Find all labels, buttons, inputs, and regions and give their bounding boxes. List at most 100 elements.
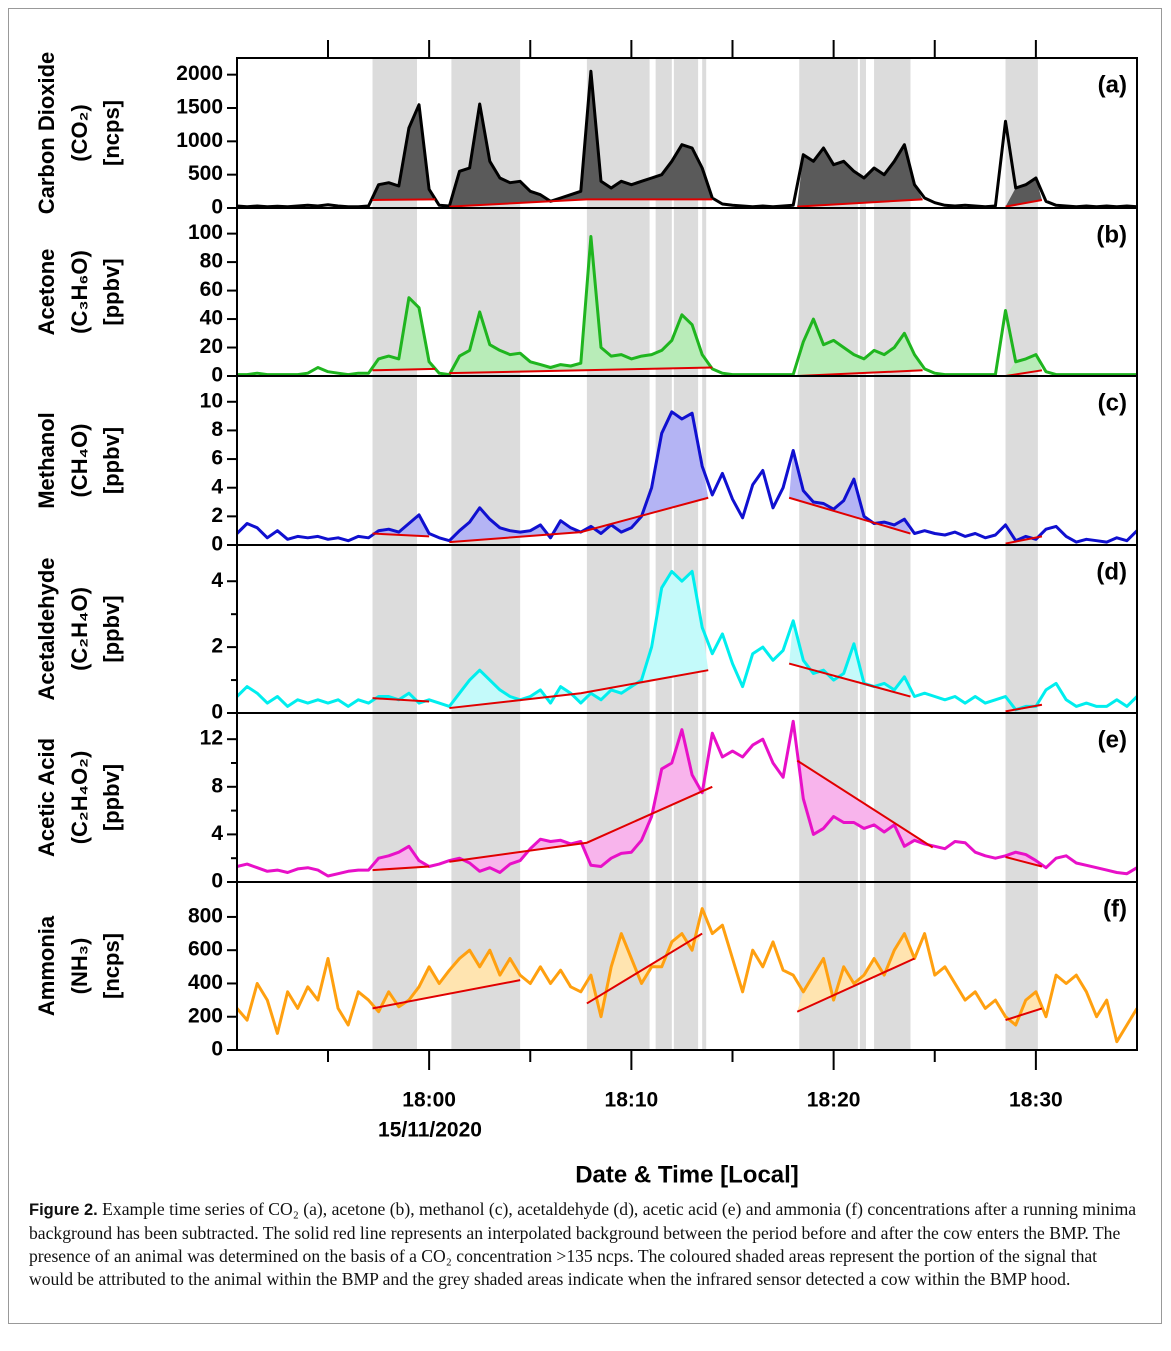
panel-tag: (b) bbox=[1096, 221, 1127, 248]
y-axis-label: (C₂H₄O) bbox=[67, 587, 92, 671]
y-tick-label: 8 bbox=[211, 418, 223, 441]
y-axis-label: [ppbv] bbox=[99, 595, 124, 662]
y-axis-label: (NH₃) bbox=[67, 938, 92, 995]
background-line bbox=[372, 198, 436, 201]
y-axis-label: Acetic Acid bbox=[34, 738, 59, 857]
presence-shade bbox=[1005, 545, 1038, 713]
y-tick-label: 0 bbox=[211, 364, 223, 387]
y-axis-label: Methanol bbox=[34, 412, 59, 509]
presence-shade bbox=[655, 882, 672, 1050]
panel-tag: (d) bbox=[1096, 558, 1127, 585]
presence-shade bbox=[859, 208, 866, 376]
background-line bbox=[372, 532, 430, 538]
background-line bbox=[449, 669, 709, 710]
y-tick-label: 2 bbox=[211, 504, 223, 527]
presence-shade bbox=[372, 882, 417, 1050]
y-tick-label: 12 bbox=[200, 727, 223, 750]
y-axis-label: (CO₂) bbox=[67, 104, 92, 161]
background-line bbox=[449, 198, 713, 208]
signal-fill bbox=[372, 950, 521, 1012]
y-axis-label: (C₂H₄O₂) bbox=[67, 751, 92, 845]
background-line bbox=[372, 367, 436, 372]
presence-shade bbox=[859, 58, 866, 208]
y-tick-label: 0 bbox=[211, 870, 223, 893]
signal-fill bbox=[449, 411, 709, 543]
presence-shade bbox=[702, 58, 707, 208]
y-axis-label: Carbon Dioxide bbox=[34, 52, 59, 215]
presence-shade bbox=[702, 882, 707, 1050]
background-line bbox=[788, 662, 911, 698]
series-line bbox=[237, 235, 1137, 377]
background-line bbox=[1005, 856, 1043, 868]
y-axis-label: (C₃H₆O) bbox=[67, 250, 92, 334]
series-line bbox=[235, 569, 1139, 712]
signal-fill bbox=[789, 450, 911, 534]
presence-shade bbox=[799, 376, 858, 545]
background-line bbox=[586, 932, 703, 1005]
x-tick-label: 18:00 bbox=[402, 1089, 456, 1112]
y-tick-label: 2 bbox=[211, 635, 223, 658]
y-axis-label: [ncps] bbox=[99, 933, 124, 999]
panel-tag: (f) bbox=[1103, 895, 1127, 922]
presence-shade bbox=[673, 882, 699, 1050]
signal-fill bbox=[372, 846, 430, 871]
presence-shade bbox=[874, 376, 911, 545]
y-axis-label: Acetaldehyde bbox=[34, 557, 59, 700]
background-line bbox=[796, 957, 915, 1013]
signal-fill bbox=[449, 236, 713, 374]
presence-shade bbox=[1005, 376, 1038, 545]
background-line bbox=[1005, 703, 1043, 713]
background-line bbox=[449, 785, 713, 863]
signal-fill bbox=[1005, 852, 1042, 867]
background-line bbox=[797, 198, 923, 208]
y-tick-label: 100 bbox=[188, 221, 223, 244]
caption-label: Figure 2. bbox=[29, 1201, 98, 1219]
background-line bbox=[372, 697, 430, 703]
x-tick-label: 18:30 bbox=[1009, 1089, 1063, 1112]
chart: Date & Time [Local] 15/11/2020 050010001… bbox=[34, 40, 1139, 1188]
presence-shade bbox=[859, 713, 866, 882]
series-line bbox=[236, 69, 1138, 209]
presence-shade bbox=[586, 545, 650, 713]
y-tick-label: 200 bbox=[188, 1004, 223, 1027]
caption: Figure 2. Example time series of CO₂ (a)… bbox=[29, 1198, 1141, 1291]
y-tick-label: 60 bbox=[200, 278, 223, 301]
y-tick-label: 80 bbox=[200, 250, 223, 273]
panel-tag: (a) bbox=[1098, 71, 1127, 98]
y-tick-label: 0 bbox=[211, 701, 223, 724]
y-axis-label: (CH₄O) bbox=[67, 423, 92, 497]
presence-shade bbox=[859, 882, 866, 1050]
y-tick-label: 20 bbox=[200, 335, 223, 358]
y-tick-label: 4 bbox=[211, 569, 223, 592]
y-tick-label: 1500 bbox=[176, 96, 223, 119]
y-tick-label: 400 bbox=[188, 971, 223, 994]
series-line bbox=[235, 410, 1139, 544]
x-axis-label: Date & Time [Local] bbox=[575, 1161, 799, 1188]
y-tick-label: 0 bbox=[211, 533, 223, 556]
y-tick-label: 0 bbox=[211, 1038, 223, 1061]
y-axis-label: Ammonia bbox=[34, 915, 59, 1016]
background-line bbox=[1005, 535, 1043, 545]
panel-frame bbox=[236, 881, 1138, 1051]
signal-fill bbox=[1005, 178, 1042, 207]
y-axis-label: [ppbv] bbox=[99, 427, 124, 494]
y-axis-label: Acetone bbox=[34, 249, 59, 336]
presence-shade bbox=[859, 545, 866, 713]
y-tick-label: 500 bbox=[188, 162, 223, 185]
presence-shade bbox=[372, 376, 417, 545]
y-tick-label: 600 bbox=[188, 938, 223, 961]
y-tick-label: 0 bbox=[211, 196, 223, 219]
presence-shade bbox=[372, 545, 417, 713]
date-label: 15/11/2020 bbox=[378, 1119, 482, 1142]
presence-shade bbox=[702, 208, 707, 376]
y-axis-label: [ppbv] bbox=[99, 764, 124, 831]
caption-text: Example time series of CO₂ (a), acetone … bbox=[29, 1199, 1137, 1289]
presence-shade bbox=[702, 376, 707, 545]
signal-fill bbox=[797, 319, 923, 376]
background-line bbox=[449, 496, 709, 544]
y-tick-label: 1000 bbox=[176, 129, 223, 152]
signal-fill bbox=[797, 933, 915, 1012]
background-line bbox=[796, 759, 934, 849]
y-tick-label: 6 bbox=[211, 447, 223, 470]
